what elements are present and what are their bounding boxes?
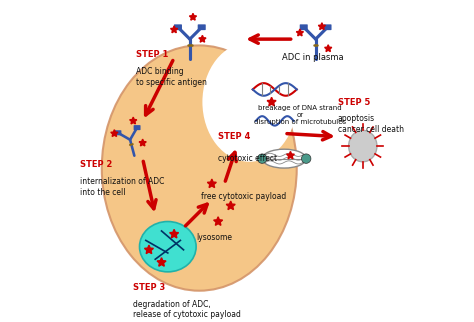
Polygon shape <box>207 179 216 188</box>
Ellipse shape <box>102 45 297 291</box>
Circle shape <box>301 154 311 163</box>
Polygon shape <box>170 229 179 238</box>
Text: STEP 1: STEP 1 <box>137 50 169 59</box>
FancyBboxPatch shape <box>174 24 182 30</box>
Text: degradation of ADC,
release of cytotoxic payload: degradation of ADC, release of cytotoxic… <box>133 300 241 319</box>
Text: STEP 4: STEP 4 <box>218 132 250 141</box>
Text: STEP 3: STEP 3 <box>133 283 165 292</box>
Polygon shape <box>214 217 223 225</box>
Polygon shape <box>267 97 276 106</box>
Polygon shape <box>139 139 146 146</box>
Text: STEP 5: STEP 5 <box>337 98 370 107</box>
Polygon shape <box>199 35 206 42</box>
Polygon shape <box>325 45 332 52</box>
FancyBboxPatch shape <box>323 24 331 30</box>
Ellipse shape <box>262 149 306 168</box>
Text: ADC binding
to specific antigen: ADC binding to specific antigen <box>137 67 207 87</box>
FancyBboxPatch shape <box>115 130 121 135</box>
Ellipse shape <box>139 222 196 272</box>
Polygon shape <box>296 29 303 36</box>
Polygon shape <box>287 151 294 159</box>
Polygon shape <box>171 26 178 33</box>
Polygon shape <box>145 245 154 254</box>
Text: internalization of ADC
into the cell: internalization of ADC into the cell <box>80 177 164 197</box>
Polygon shape <box>319 23 326 30</box>
Text: free cytotoxic payload: free cytotoxic payload <box>201 192 286 201</box>
Ellipse shape <box>349 130 377 162</box>
Polygon shape <box>111 130 118 137</box>
Text: breakage of DNA strand
or
disruption of microtubules: breakage of DNA strand or disruption of … <box>254 105 346 125</box>
Polygon shape <box>226 201 235 210</box>
Text: apoptosis
cancer cell death: apoptosis cancer cell death <box>337 114 404 134</box>
Circle shape <box>257 154 267 163</box>
Text: lysosome: lysosome <box>196 233 232 242</box>
Ellipse shape <box>202 42 297 162</box>
Text: ADC in plasma: ADC in plasma <box>282 53 343 62</box>
Polygon shape <box>157 258 166 266</box>
FancyBboxPatch shape <box>198 24 206 30</box>
Text: STEP 2: STEP 2 <box>80 160 112 169</box>
Polygon shape <box>190 13 197 20</box>
Polygon shape <box>129 117 137 124</box>
FancyBboxPatch shape <box>134 125 140 130</box>
FancyBboxPatch shape <box>300 24 308 30</box>
Text: cytotoxic effect: cytotoxic effect <box>218 154 277 163</box>
